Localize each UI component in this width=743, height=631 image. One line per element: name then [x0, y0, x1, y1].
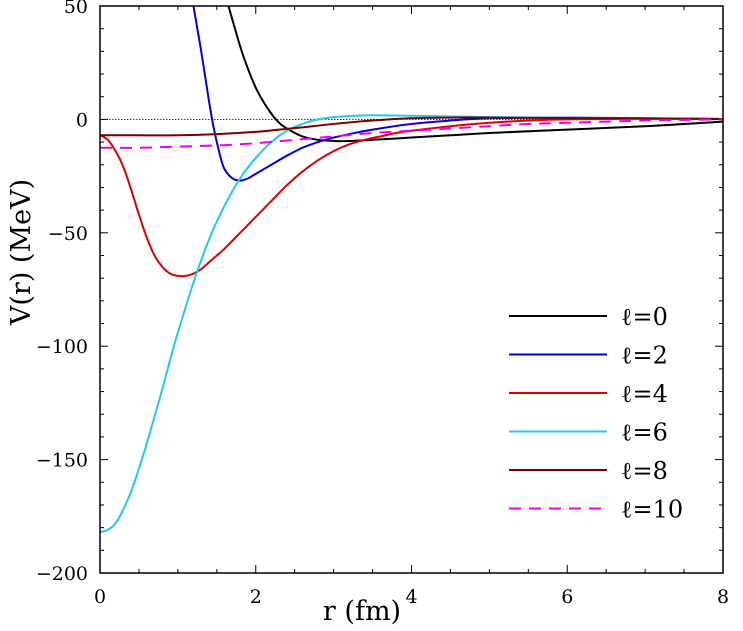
legend-label: ℓ=10	[621, 496, 683, 524]
y-tick-label: −100	[36, 336, 88, 358]
legend-label: ℓ=8	[621, 457, 668, 485]
y-axis-label: V(r) (MeV)	[6, 179, 37, 326]
tick-labels: 0 2 4 6 8 50 0 −50 −100 −150 −200	[36, 0, 729, 608]
legend-label: ℓ=6	[621, 419, 668, 447]
y-tick-label: 0	[76, 109, 88, 131]
y-tick-label: −200	[36, 563, 88, 585]
series-line-l0	[227, 6, 723, 143]
legend-label: ℓ=0	[621, 303, 668, 331]
series-line-l2	[192, 6, 723, 182]
x-axis-label: r (fm)	[323, 596, 401, 627]
series-line-l8	[100, 116, 723, 137]
x-tick-label: 4	[405, 586, 417, 608]
series-layer	[100, 6, 723, 534]
legend: ℓ=0 ℓ=2 ℓ=4 ℓ=6 ℓ=8 ℓ=10	[509, 303, 683, 524]
series-line-l4	[100, 117, 723, 278]
plot-frame	[99, 5, 724, 574]
legend-label: ℓ=4	[621, 380, 668, 408]
y-tick-label: −150	[36, 450, 88, 472]
x-tick-label: 6	[561, 586, 573, 608]
series-line-l10	[100, 118, 723, 149]
x-tick-label: 2	[250, 586, 262, 608]
y-tick-label: 50	[64, 0, 88, 18]
y-tick-label: −50	[48, 223, 88, 245]
x-tick-label: 0	[94, 586, 106, 608]
legend-label: ℓ=2	[621, 342, 668, 370]
series-line-l6	[100, 114, 723, 534]
x-tick-label: 8	[717, 586, 729, 608]
